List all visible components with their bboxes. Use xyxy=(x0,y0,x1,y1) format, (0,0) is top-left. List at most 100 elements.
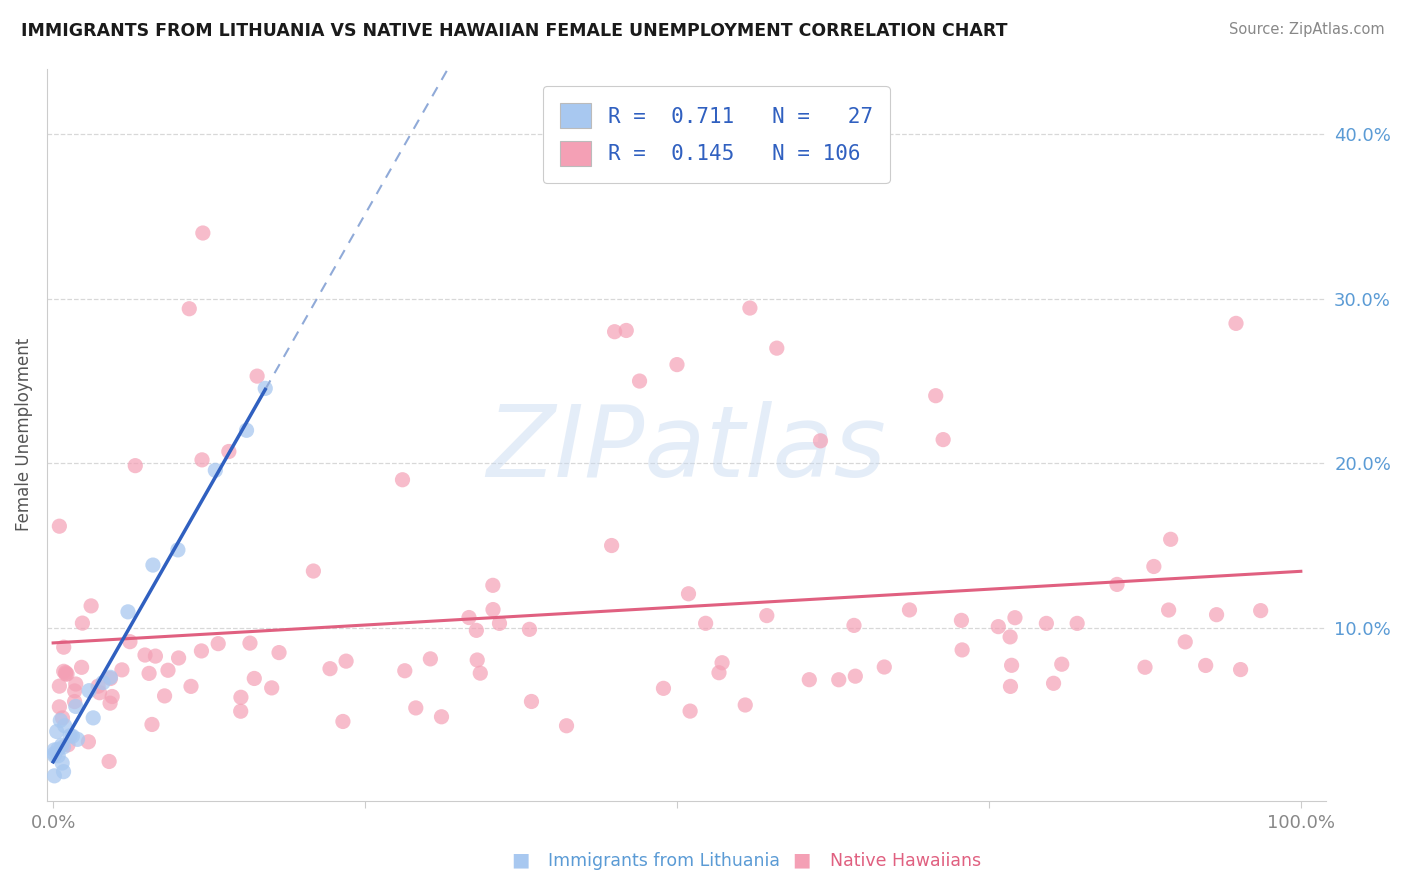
Point xyxy=(87,679,110,693)
Point xyxy=(77,683,100,698)
Point xyxy=(519,623,541,637)
Legend: R =  0.711   N =   27, R =  0.145   N = 106: R = 0.711 N = 27, R = 0.145 N = 106 xyxy=(543,87,890,183)
Point xyxy=(652,681,675,696)
Y-axis label: Female Unemployment: Female Unemployment xyxy=(15,338,32,531)
Point xyxy=(190,644,212,658)
Point xyxy=(1004,610,1026,624)
Point xyxy=(679,704,702,718)
Point xyxy=(1250,604,1272,618)
Point xyxy=(52,739,75,754)
Point xyxy=(204,463,226,477)
Point xyxy=(603,325,626,339)
Point xyxy=(998,630,1021,644)
Point xyxy=(52,764,75,779)
Point xyxy=(482,578,505,592)
Point xyxy=(44,743,66,757)
Point xyxy=(1225,317,1247,331)
Point xyxy=(44,748,66,763)
Point xyxy=(246,369,269,384)
Point xyxy=(235,423,257,437)
Point xyxy=(898,603,921,617)
Point xyxy=(243,672,266,686)
Point xyxy=(98,670,121,684)
Point xyxy=(117,605,139,619)
Point xyxy=(755,608,778,623)
Point xyxy=(142,558,165,572)
Point xyxy=(55,667,77,681)
Point xyxy=(52,665,75,679)
Point xyxy=(267,646,290,660)
Point xyxy=(391,473,413,487)
Point xyxy=(458,610,481,624)
Point xyxy=(1105,577,1128,591)
Point xyxy=(394,664,416,678)
Point xyxy=(335,654,357,668)
Point xyxy=(555,719,578,733)
Point xyxy=(153,689,176,703)
Point xyxy=(134,648,156,662)
Point xyxy=(100,672,122,686)
Point xyxy=(678,587,700,601)
Point xyxy=(419,652,441,666)
Point xyxy=(124,458,146,473)
Point xyxy=(56,667,79,681)
Point xyxy=(138,666,160,681)
Point xyxy=(873,660,896,674)
Text: ZIPatlas: ZIPatlas xyxy=(486,401,886,498)
Point xyxy=(229,690,252,705)
Point xyxy=(465,624,488,638)
Point xyxy=(55,665,77,680)
Point xyxy=(600,539,623,553)
Point xyxy=(156,663,179,677)
Point xyxy=(734,698,756,712)
Point xyxy=(65,699,87,714)
Point xyxy=(1229,663,1251,677)
Point xyxy=(738,301,761,315)
Point xyxy=(405,701,427,715)
Point xyxy=(49,714,72,728)
Point xyxy=(1035,616,1057,631)
Point xyxy=(925,389,948,403)
Point xyxy=(465,653,488,667)
Point xyxy=(520,694,543,708)
Point xyxy=(239,636,262,650)
Point xyxy=(430,710,453,724)
Point xyxy=(48,699,70,714)
Point xyxy=(98,755,121,769)
Point xyxy=(1050,657,1073,672)
Point xyxy=(711,656,734,670)
Point xyxy=(98,696,121,710)
Point xyxy=(1157,603,1180,617)
Point xyxy=(765,341,787,355)
Point xyxy=(48,519,70,533)
Point xyxy=(51,756,73,770)
Point xyxy=(1000,658,1022,673)
Point xyxy=(810,434,832,448)
Point xyxy=(72,616,94,631)
Point xyxy=(59,729,82,743)
Point xyxy=(488,616,510,631)
Point xyxy=(167,542,190,557)
Point xyxy=(46,748,69,763)
Point xyxy=(111,663,134,677)
Point xyxy=(56,738,79,752)
Point xyxy=(77,735,100,749)
Point xyxy=(80,599,103,613)
Point xyxy=(52,640,75,655)
Point xyxy=(89,686,111,700)
Point xyxy=(1133,660,1156,674)
Point xyxy=(48,679,70,693)
Point xyxy=(45,724,67,739)
Point xyxy=(628,374,651,388)
Point xyxy=(799,673,821,687)
Point xyxy=(319,662,342,676)
Text: Source: ZipAtlas.com: Source: ZipAtlas.com xyxy=(1229,22,1385,37)
Point xyxy=(53,719,76,733)
Point xyxy=(179,301,201,316)
Text: IMMIGRANTS FROM LITHUANIA VS NATIVE HAWAIIAN FEMALE UNEMPLOYMENT CORRELATION CHA: IMMIGRANTS FROM LITHUANIA VS NATIVE HAWA… xyxy=(21,22,1008,40)
Point xyxy=(1174,635,1197,649)
Point xyxy=(60,729,83,743)
Point xyxy=(302,564,325,578)
Point xyxy=(260,681,283,695)
Point xyxy=(70,660,93,674)
